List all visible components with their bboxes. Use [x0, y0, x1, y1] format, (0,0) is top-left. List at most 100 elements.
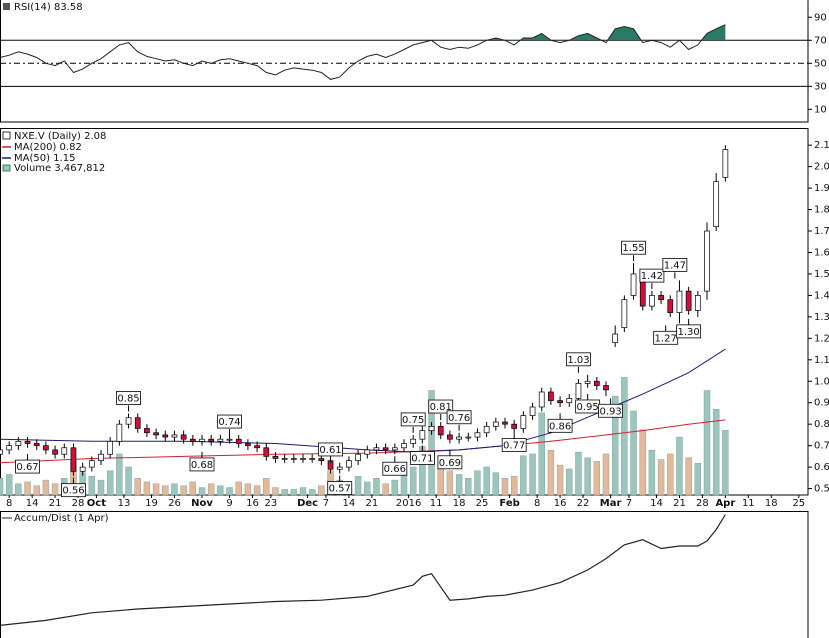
annotation-label: 0.67: [16, 462, 38, 473]
y-tick-label: 90: [814, 12, 827, 23]
volume-bar: [308, 489, 316, 496]
volume-bar: [520, 455, 527, 496]
candle-body: [144, 428, 150, 434]
volume-bar: [400, 472, 408, 496]
candle-body: [107, 440, 114, 455]
rsi-panel: [0, 0, 809, 123]
candle-body: [511, 423, 518, 429]
x-tick-label: 11: [742, 498, 755, 509]
annotation-label: 0.74: [218, 417, 240, 428]
y-tick-label: 1.3: [814, 312, 829, 323]
annotation-box: [327, 481, 353, 495]
volume-bar: [253, 485, 261, 496]
volume-bar: [685, 457, 692, 496]
ad-line: [0, 514, 726, 626]
x-tick-label: 8: [534, 498, 540, 509]
x-tick-label: 8: [6, 498, 12, 509]
legend-label: Volume 3,467,812: [14, 163, 105, 174]
volume-bar: [198, 487, 206, 496]
candle-body: [346, 460, 352, 468]
volume-bar: [566, 468, 573, 496]
candle-body: [309, 458, 316, 460]
y-tick-label: 1.8: [814, 205, 829, 216]
x-tick-label: 28: [72, 498, 85, 509]
volume-bar: [116, 453, 123, 496]
candle-body: [437, 425, 444, 436]
candle-body: [171, 434, 178, 438]
annotation-label: 0.86: [549, 421, 571, 432]
volume-bar: [33, 485, 40, 496]
candle-body: [33, 443, 40, 446]
x-tick-label: 7: [626, 498, 632, 509]
x-tick-label: Oct: [87, 498, 106, 509]
x-tick-label: 2016: [396, 498, 421, 509]
annotation-box: [61, 483, 86, 498]
y-tick-label: 1.1: [814, 355, 829, 366]
candle-body: [584, 380, 591, 384]
y-tick-label: 0.5: [814, 484, 829, 495]
annotation-box: [598, 403, 623, 418]
volume-bar: [171, 483, 178, 496]
annotation-box: [217, 414, 242, 429]
annotation-label: 0.81: [430, 402, 452, 413]
candle-body: [226, 438, 233, 441]
rsi-overbought-fill: [0, 24, 726, 41]
candle-body: [88, 460, 95, 468]
annotation-box: [400, 412, 426, 427]
x-tick-label: 21: [49, 498, 62, 509]
legend-label: MA(200) 0.82: [14, 142, 82, 153]
annotation-label: 1.27: [655, 333, 677, 344]
annotation-box: [437, 455, 463, 470]
y-tick-label: 70: [814, 35, 827, 46]
annotation-label: 0.77: [503, 441, 525, 452]
volume-bar: [602, 453, 610, 496]
y-tick-label: 1.6: [814, 247, 829, 258]
candle-body: [245, 443, 251, 446]
candle-body: [676, 290, 683, 313]
x-tick-label: 18: [453, 498, 466, 509]
volume-bar: [24, 481, 31, 496]
volume-bar: [474, 470, 481, 496]
candle-body: [685, 290, 692, 311]
candle-body: [254, 445, 260, 449]
annotation-box: [116, 391, 141, 405]
candle-body: [382, 447, 389, 451]
annotation-label: 1.30: [678, 327, 700, 338]
y-tick-label: 50: [814, 58, 827, 69]
candle-body: [483, 425, 490, 434]
volume-bar: [382, 483, 389, 496]
volume-bar: [180, 485, 187, 496]
annotation-box: [15, 459, 40, 474]
volume-bar: [648, 450, 656, 496]
candle-body: [290, 458, 297, 460]
x-tick-label: Dec: [297, 498, 318, 509]
volume-bar: [15, 483, 22, 496]
rsi-line: [0, 24, 726, 80]
volume-bar: [106, 470, 114, 496]
candle-body: [603, 385, 609, 391]
candle-body: [318, 458, 325, 462]
x-tick-label: Feb: [499, 498, 519, 509]
x-tick-label: 28: [696, 498, 709, 509]
candle-body: [456, 436, 462, 440]
y-tick-label: 1.0: [814, 376, 829, 387]
candle-body: [373, 447, 380, 451]
candle-body: [79, 466, 86, 472]
candle-body: [70, 447, 77, 472]
volume-bar: [510, 476, 518, 496]
volume-bar: [51, 483, 59, 496]
volume-bar: [630, 410, 637, 496]
volume-bar: [354, 476, 362, 496]
volume-bar: [97, 479, 105, 496]
candle-body: [336, 466, 343, 470]
annotation-box: [409, 451, 435, 465]
annotation-label: 1.42: [641, 271, 663, 282]
candle-body: [492, 421, 499, 427]
volume-bar: [299, 487, 307, 496]
volume-bar: [492, 472, 500, 496]
volume-bar: [364, 481, 371, 496]
volume-bar: [455, 474, 463, 496]
x-tick-label: 26: [168, 498, 181, 509]
volume-bar: [152, 483, 160, 496]
